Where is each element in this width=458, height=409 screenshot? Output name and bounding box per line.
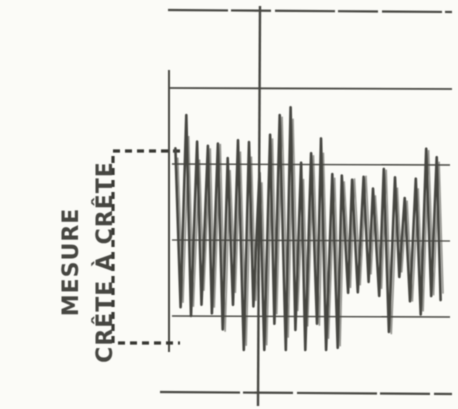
caption-line-2: CRÊTE À CRÊTE <box>92 161 118 363</box>
waveform-trace-shadow <box>177 116 444 347</box>
caption-group: MESURE CRÊTE À CRÊTE <box>59 161 118 363</box>
waveform-trace <box>174 106 442 352</box>
top-horizontal-line <box>167 8 453 14</box>
signal-waveform <box>174 106 444 352</box>
peak-to-peak-dashed-box <box>111 149 180 345</box>
caption-line-1: MESURE <box>59 208 84 317</box>
bottom-horizontal-line <box>159 390 453 396</box>
lower-mid-horizontal-line <box>171 315 451 318</box>
upper-horizontal-line <box>169 87 453 90</box>
